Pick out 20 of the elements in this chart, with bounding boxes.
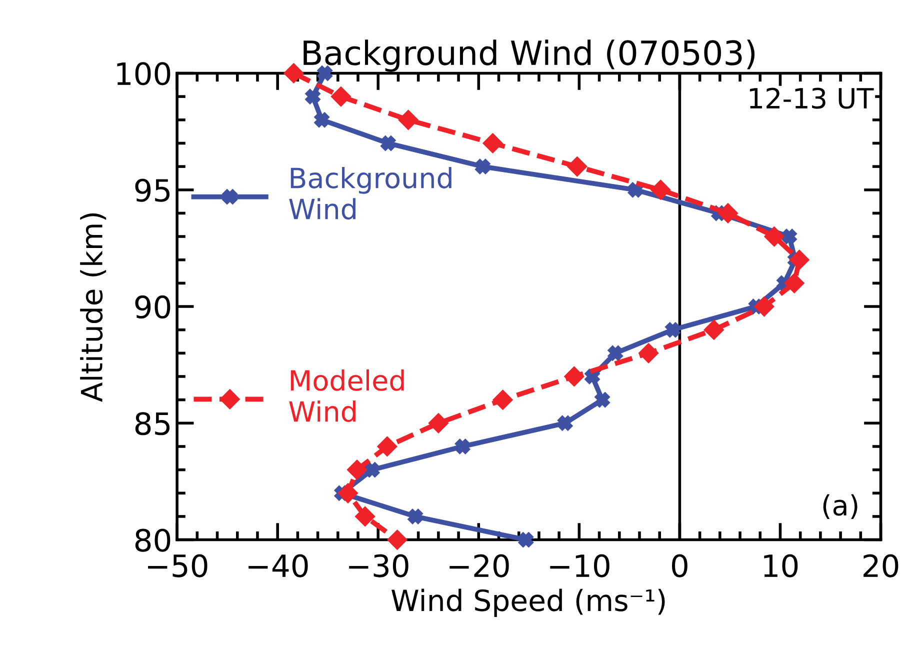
y-tick-label: 80: [135, 528, 170, 552]
y-tick-label: 85: [135, 412, 170, 436]
x-tick-label: −10: [550, 554, 610, 578]
annotation: 12-13 UT: [750, 88, 874, 109]
x-tick-label: −30: [349, 554, 408, 578]
x-tick-label: 0: [672, 554, 688, 578]
y-tick-label: 90: [135, 295, 170, 319]
annotation: (a): [823, 494, 858, 520]
x-tick-label: −40: [248, 554, 308, 578]
x-tick-label: 20: [864, 554, 898, 578]
legend-label: Background Wind: [289, 166, 452, 220]
y-tick-label: 95: [135, 178, 170, 202]
x-tick-label: −50: [148, 554, 208, 578]
y-axis-title: Altitude (km): [80, 213, 106, 402]
chart-title: Background Wind (070503): [304, 40, 755, 72]
y-tick-label: 100: [117, 62, 170, 86]
x-tick-label: 10: [764, 554, 798, 578]
legend-label: Modeled Wind: [289, 369, 404, 422]
x-axis-title: Wind Speed (ms⁻¹): [392, 588, 665, 618]
x-tick-label: −20: [450, 554, 509, 578]
